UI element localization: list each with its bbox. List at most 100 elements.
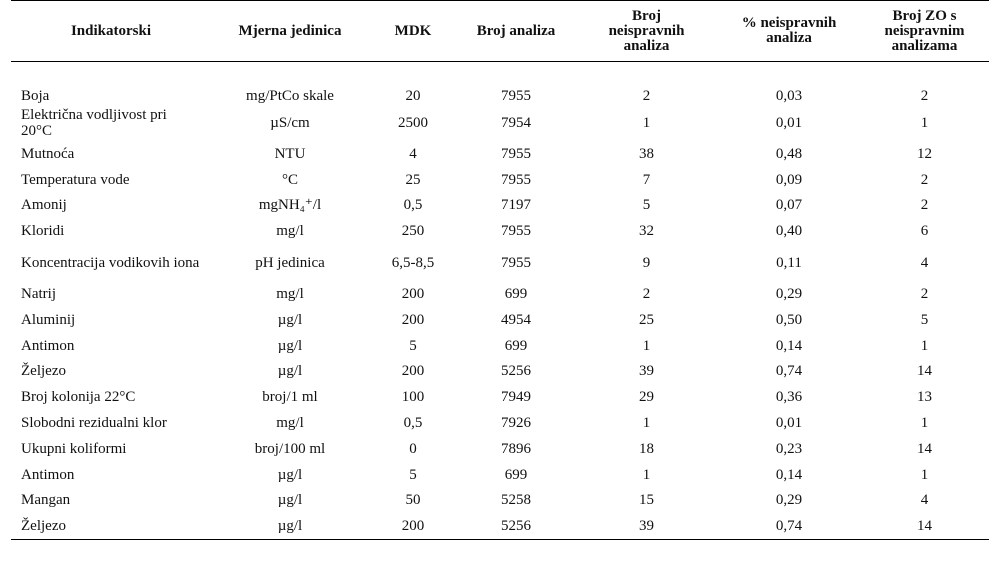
table-row: Amonij mgNH₄⁺/l 0,5 7197 5 0,07 2	[11, 193, 989, 219]
cell-jedinica: µg/l	[277, 363, 303, 380]
cell-postotak: 0,74	[775, 363, 803, 380]
cell-mdk: 200	[401, 286, 425, 303]
cell-broj-analiza: 7955	[501, 171, 531, 188]
cell-postotak: 0,48	[775, 145, 803, 162]
cell-postotak: 0,01	[775, 114, 803, 131]
cell-broj-zo: 4	[920, 492, 929, 509]
table-row: Boja mg/PtCo skale 20 7955 2 0,03 2	[11, 62, 989, 104]
cell-mdk: 200	[369, 513, 457, 540]
table-row: Mangan µg/l 50 5258 15 0,29 4	[11, 488, 989, 514]
cell-mdk: 0,5	[403, 197, 423, 214]
cell-broj-analiza: 5258	[501, 492, 531, 509]
cell-broj-analiza: 7949	[501, 389, 531, 406]
table-row: Željezo µg/l 200 5256 39 0,74 14	[11, 359, 989, 385]
cell-jedinica: µS/cm	[270, 114, 310, 131]
cell-mdk: 0	[409, 440, 417, 457]
cell-jedinica: broj/1 ml	[262, 389, 318, 406]
cell-neispravne: 1	[642, 415, 651, 432]
cell-broj-zo: 4	[920, 254, 929, 271]
cell-broj-analiza: 5256	[501, 363, 531, 380]
cell-broj-zo: 12	[917, 145, 932, 162]
cell-mdk: 20	[405, 88, 421, 104]
cell-indikator: Koncentracija vodikovih iona	[21, 254, 200, 271]
cell-broj-zo: 1	[920, 415, 929, 432]
cell-neispravne: 7	[642, 171, 651, 188]
cell-broj-analiza: 5256	[457, 513, 575, 540]
cell-jedinica: µg/l	[277, 466, 303, 483]
cell-postotak: 0,07	[775, 197, 803, 214]
cell-broj-analiza: 699	[504, 337, 528, 354]
cell-neispravne: 15	[639, 492, 654, 509]
cell-neispravne: 5	[642, 197, 651, 214]
cell-postotak: 0,09	[775, 171, 803, 188]
cell-indikator: Boja	[21, 88, 50, 104]
cell-broj-zo: 14	[917, 440, 932, 457]
cell-broj-zo: 14	[860, 513, 989, 540]
cell-indikator: Mutnoća	[21, 145, 75, 162]
cell-indikator: Amonij	[21, 197, 67, 214]
table-row: Kloridi mg/l 250 7955 32 0,40 6	[11, 218, 989, 244]
cell-jedinica: µg/l	[277, 337, 303, 354]
table-row: Natrij mg/l 200 699 2 0,29 2	[11, 281, 989, 307]
header-indikatorski: Indikatorski	[11, 0, 211, 62]
cell-jedinica: µg/l	[277, 492, 303, 509]
cell-neispravne: 1	[642, 466, 651, 483]
cell-broj-zo: 5	[920, 311, 929, 328]
cell-broj-analiza: 7926	[501, 415, 531, 432]
cell-broj-zo: 6	[920, 223, 929, 240]
cell-broj-zo: 2	[920, 171, 929, 188]
cell-neispravne: 39	[639, 363, 654, 380]
cell-postotak: 0,74	[718, 513, 860, 540]
cell-broj-analiza: 7896	[501, 440, 531, 457]
cell-postotak: 0,23	[775, 440, 803, 457]
cell-neispravne: 39	[575, 513, 718, 540]
cell-jedinica: mgNH₄⁺/l	[258, 197, 322, 214]
cell-broj-analiza: 7955	[501, 223, 531, 240]
cell-mdk: 2500	[398, 114, 428, 131]
table-row: Broj kolonija 22°C broj/1 ml 100 7949 29 0,36…	[11, 384, 989, 410]
cell-indikator: Antimon	[21, 337, 75, 354]
cell-postotak: 0,14	[775, 337, 803, 354]
cell-broj-analiza: 7955	[501, 254, 531, 271]
cell-postotak: 0,03	[775, 88, 803, 104]
cell-mdk: 5	[409, 466, 417, 483]
table-row: Aluminij µg/l 200 4954 25 0,50 5	[11, 307, 989, 333]
cell-neispravne: 38	[639, 145, 654, 162]
cell-neispravne: 2	[642, 88, 651, 104]
table-row: Mutnoća NTU 4 7955 38 0,48 12	[11, 141, 989, 167]
cell-indikator: Električna vodljivost pri 20°C	[21, 106, 167, 139]
indicator-table: Indikatorski Mjerna jedinica MDK Broj anali…	[11, 0, 989, 540]
header-postotak-neispravnih: % neispravnih analiza	[718, 0, 860, 62]
cell-neispravne: 2	[642, 286, 651, 303]
cell-neispravne: 29	[639, 389, 654, 406]
cell-neispravne: 25	[639, 311, 654, 328]
table-body: Boja mg/PtCo skale 20 7955 2 0,03 2 Električna …	[11, 62, 989, 540]
cell-indikator: Kloridi	[21, 223, 65, 240]
cell-jedinica: mg/l	[276, 223, 304, 240]
cell-indikator: Ukupni koliformi	[21, 440, 127, 457]
cell-mdk: 25	[405, 171, 421, 188]
cell-broj-analiza: 7954	[501, 114, 531, 131]
cell-broj-zo: 2	[920, 286, 929, 303]
cell-indikator: Željezo	[21, 363, 66, 380]
cell-broj-zo: 1	[920, 114, 929, 131]
cell-broj-analiza: 7197	[501, 197, 531, 214]
cell-indikator: Željezo	[11, 513, 211, 540]
table-row: Slobodni rezidualni klor mg/l 0,5 7926 1 0,01…	[11, 410, 989, 436]
header-mdk: MDK	[369, 0, 457, 62]
header-broj-analiza: Broj analiza	[457, 0, 575, 62]
cell-mdk: 200	[401, 363, 425, 380]
cell-indikator: Slobodni rezidualni klor	[21, 415, 167, 432]
table-row: Željezo µg/l 200 5256 39 0,74 14	[11, 513, 989, 540]
cell-broj-analiza: 7955	[501, 88, 531, 104]
cell-mdk: 0,5	[403, 415, 423, 432]
cell-jedinica: µg/l	[211, 513, 369, 540]
cell-postotak: 0,01	[775, 415, 803, 432]
cell-jedinica: NTU	[274, 145, 306, 162]
cell-indikator: Mangan	[21, 492, 71, 509]
cell-broj-zo: 14	[917, 363, 932, 380]
cell-broj-zo: 2	[920, 88, 929, 104]
header-mjerna-jedinica: Mjerna jedinica	[211, 0, 369, 62]
cell-broj-zo: 2	[920, 197, 929, 214]
cell-postotak: 0,40	[775, 223, 803, 240]
